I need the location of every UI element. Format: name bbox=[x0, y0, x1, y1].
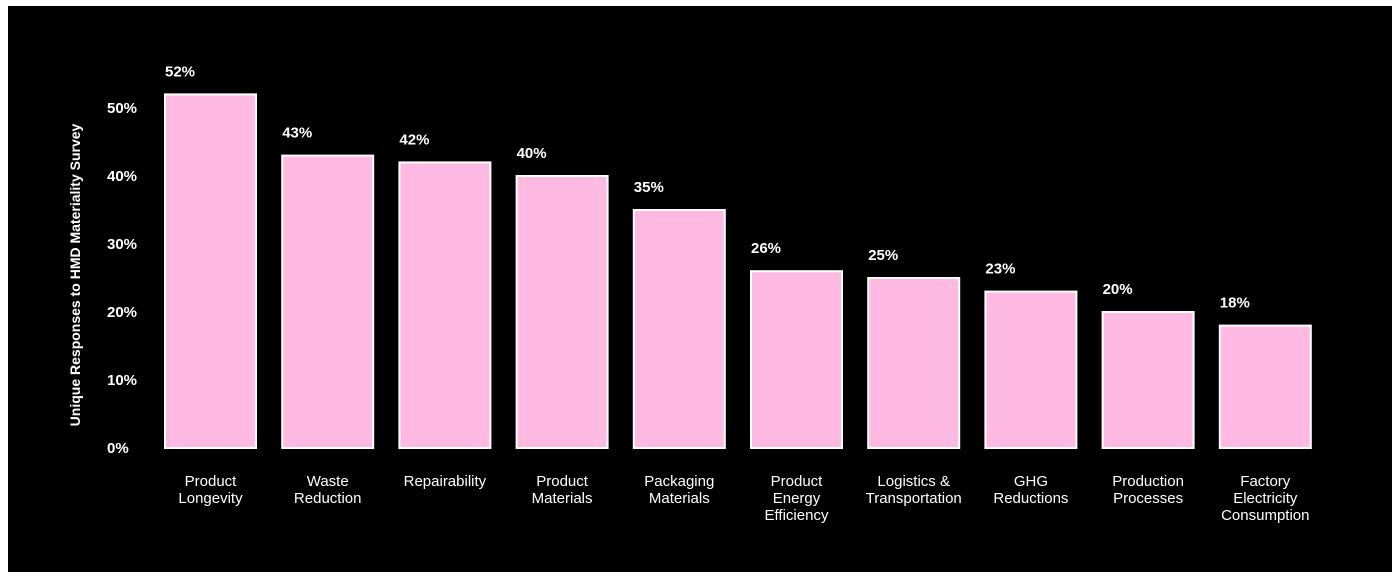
category-label: Product Materials bbox=[532, 473, 593, 507]
data-label: 40% bbox=[517, 145, 547, 162]
category-label: GHG Reductions bbox=[993, 473, 1068, 507]
x-axis-labels: Product Longevity Waste Reduction Repairabil… bbox=[178, 473, 1309, 524]
category-label: Product Longevity bbox=[178, 473, 243, 507]
bar bbox=[984, 290, 1078, 449]
data-label: 20% bbox=[1103, 281, 1133, 298]
y-tick-label: 40% bbox=[107, 168, 137, 185]
y-tick-label: 50% bbox=[107, 100, 137, 117]
bar bbox=[164, 93, 257, 450]
bar bbox=[515, 175, 609, 449]
bars bbox=[164, 93, 1312, 450]
category-label: Waste Reduction bbox=[294, 473, 362, 507]
bar bbox=[1218, 324, 1312, 450]
y-tick-label: 30% bbox=[107, 236, 137, 253]
y-axis-ticks: 0% 10% 20% 30% 40% 50% bbox=[107, 100, 137, 457]
bar bbox=[1101, 311, 1195, 449]
y-tick-label: 0% bbox=[107, 440, 129, 457]
data-label: 43% bbox=[282, 125, 312, 142]
data-label: 52% bbox=[165, 63, 195, 80]
category-label: Repairability bbox=[404, 473, 487, 490]
category-label: Packaging Materials bbox=[644, 473, 714, 507]
data-label: 23% bbox=[985, 261, 1015, 278]
bar bbox=[398, 161, 492, 449]
data-label: 18% bbox=[1220, 295, 1250, 312]
data-label: 42% bbox=[399, 131, 429, 148]
y-tick-label: 10% bbox=[107, 372, 137, 389]
category-label: Production Processes bbox=[1112, 473, 1184, 507]
y-tick-label: 20% bbox=[107, 304, 137, 321]
category-label: Product Energy Efficiency bbox=[765, 473, 829, 524]
data-label: 25% bbox=[868, 247, 898, 264]
y-axis-title: Unique Responses to HMD Materiality Surv… bbox=[67, 123, 83, 426]
bar bbox=[867, 277, 961, 449]
data-label: 35% bbox=[634, 179, 664, 196]
bar bbox=[750, 270, 843, 450]
bar bbox=[281, 154, 375, 449]
category-label: Factory Electricity Consumption bbox=[1221, 473, 1309, 524]
data-labels: 52% 43% 42% 40% 35% 26% 25% 23% 20% 18% bbox=[165, 63, 1250, 311]
data-label: 26% bbox=[751, 240, 781, 257]
category-label: Logistics & Transportation bbox=[866, 473, 962, 507]
bar bbox=[632, 209, 726, 449]
